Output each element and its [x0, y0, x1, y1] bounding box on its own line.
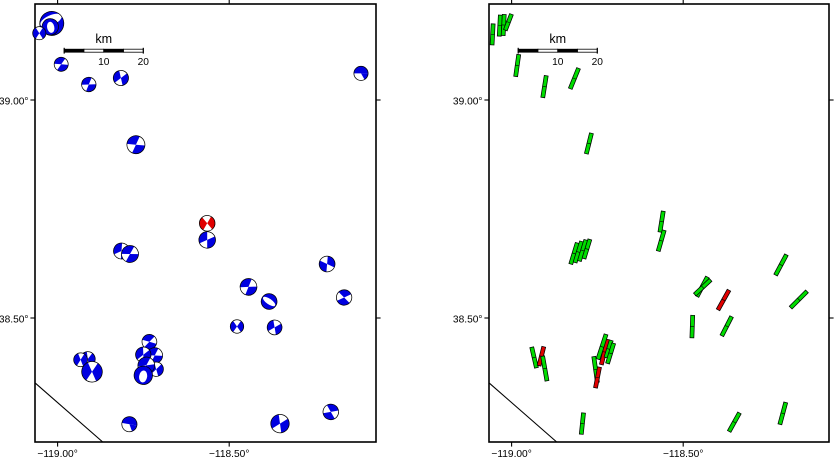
svg-text:38.50°: 38.50°	[0, 315, 29, 326]
svg-text:39.00°: 39.00°	[453, 97, 483, 108]
svg-text:−118.50°: −118.50°	[663, 449, 703, 459]
svg-text:38.50°: 38.50°	[453, 315, 483, 326]
svg-text:10: 10	[98, 57, 110, 68]
svg-text:20: 20	[592, 57, 604, 68]
svg-text:39.00°: 39.00°	[0, 97, 29, 108]
svg-text:−118.50°: −118.50°	[209, 449, 249, 459]
svg-text:km: km	[549, 32, 566, 46]
svg-text:10: 10	[552, 57, 564, 68]
svg-text:20: 20	[138, 57, 150, 68]
svg-text:km: km	[95, 32, 112, 46]
svg-text:−119.00°: −119.00°	[37, 449, 77, 459]
svg-text:−119.00°: −119.00°	[491, 449, 531, 459]
